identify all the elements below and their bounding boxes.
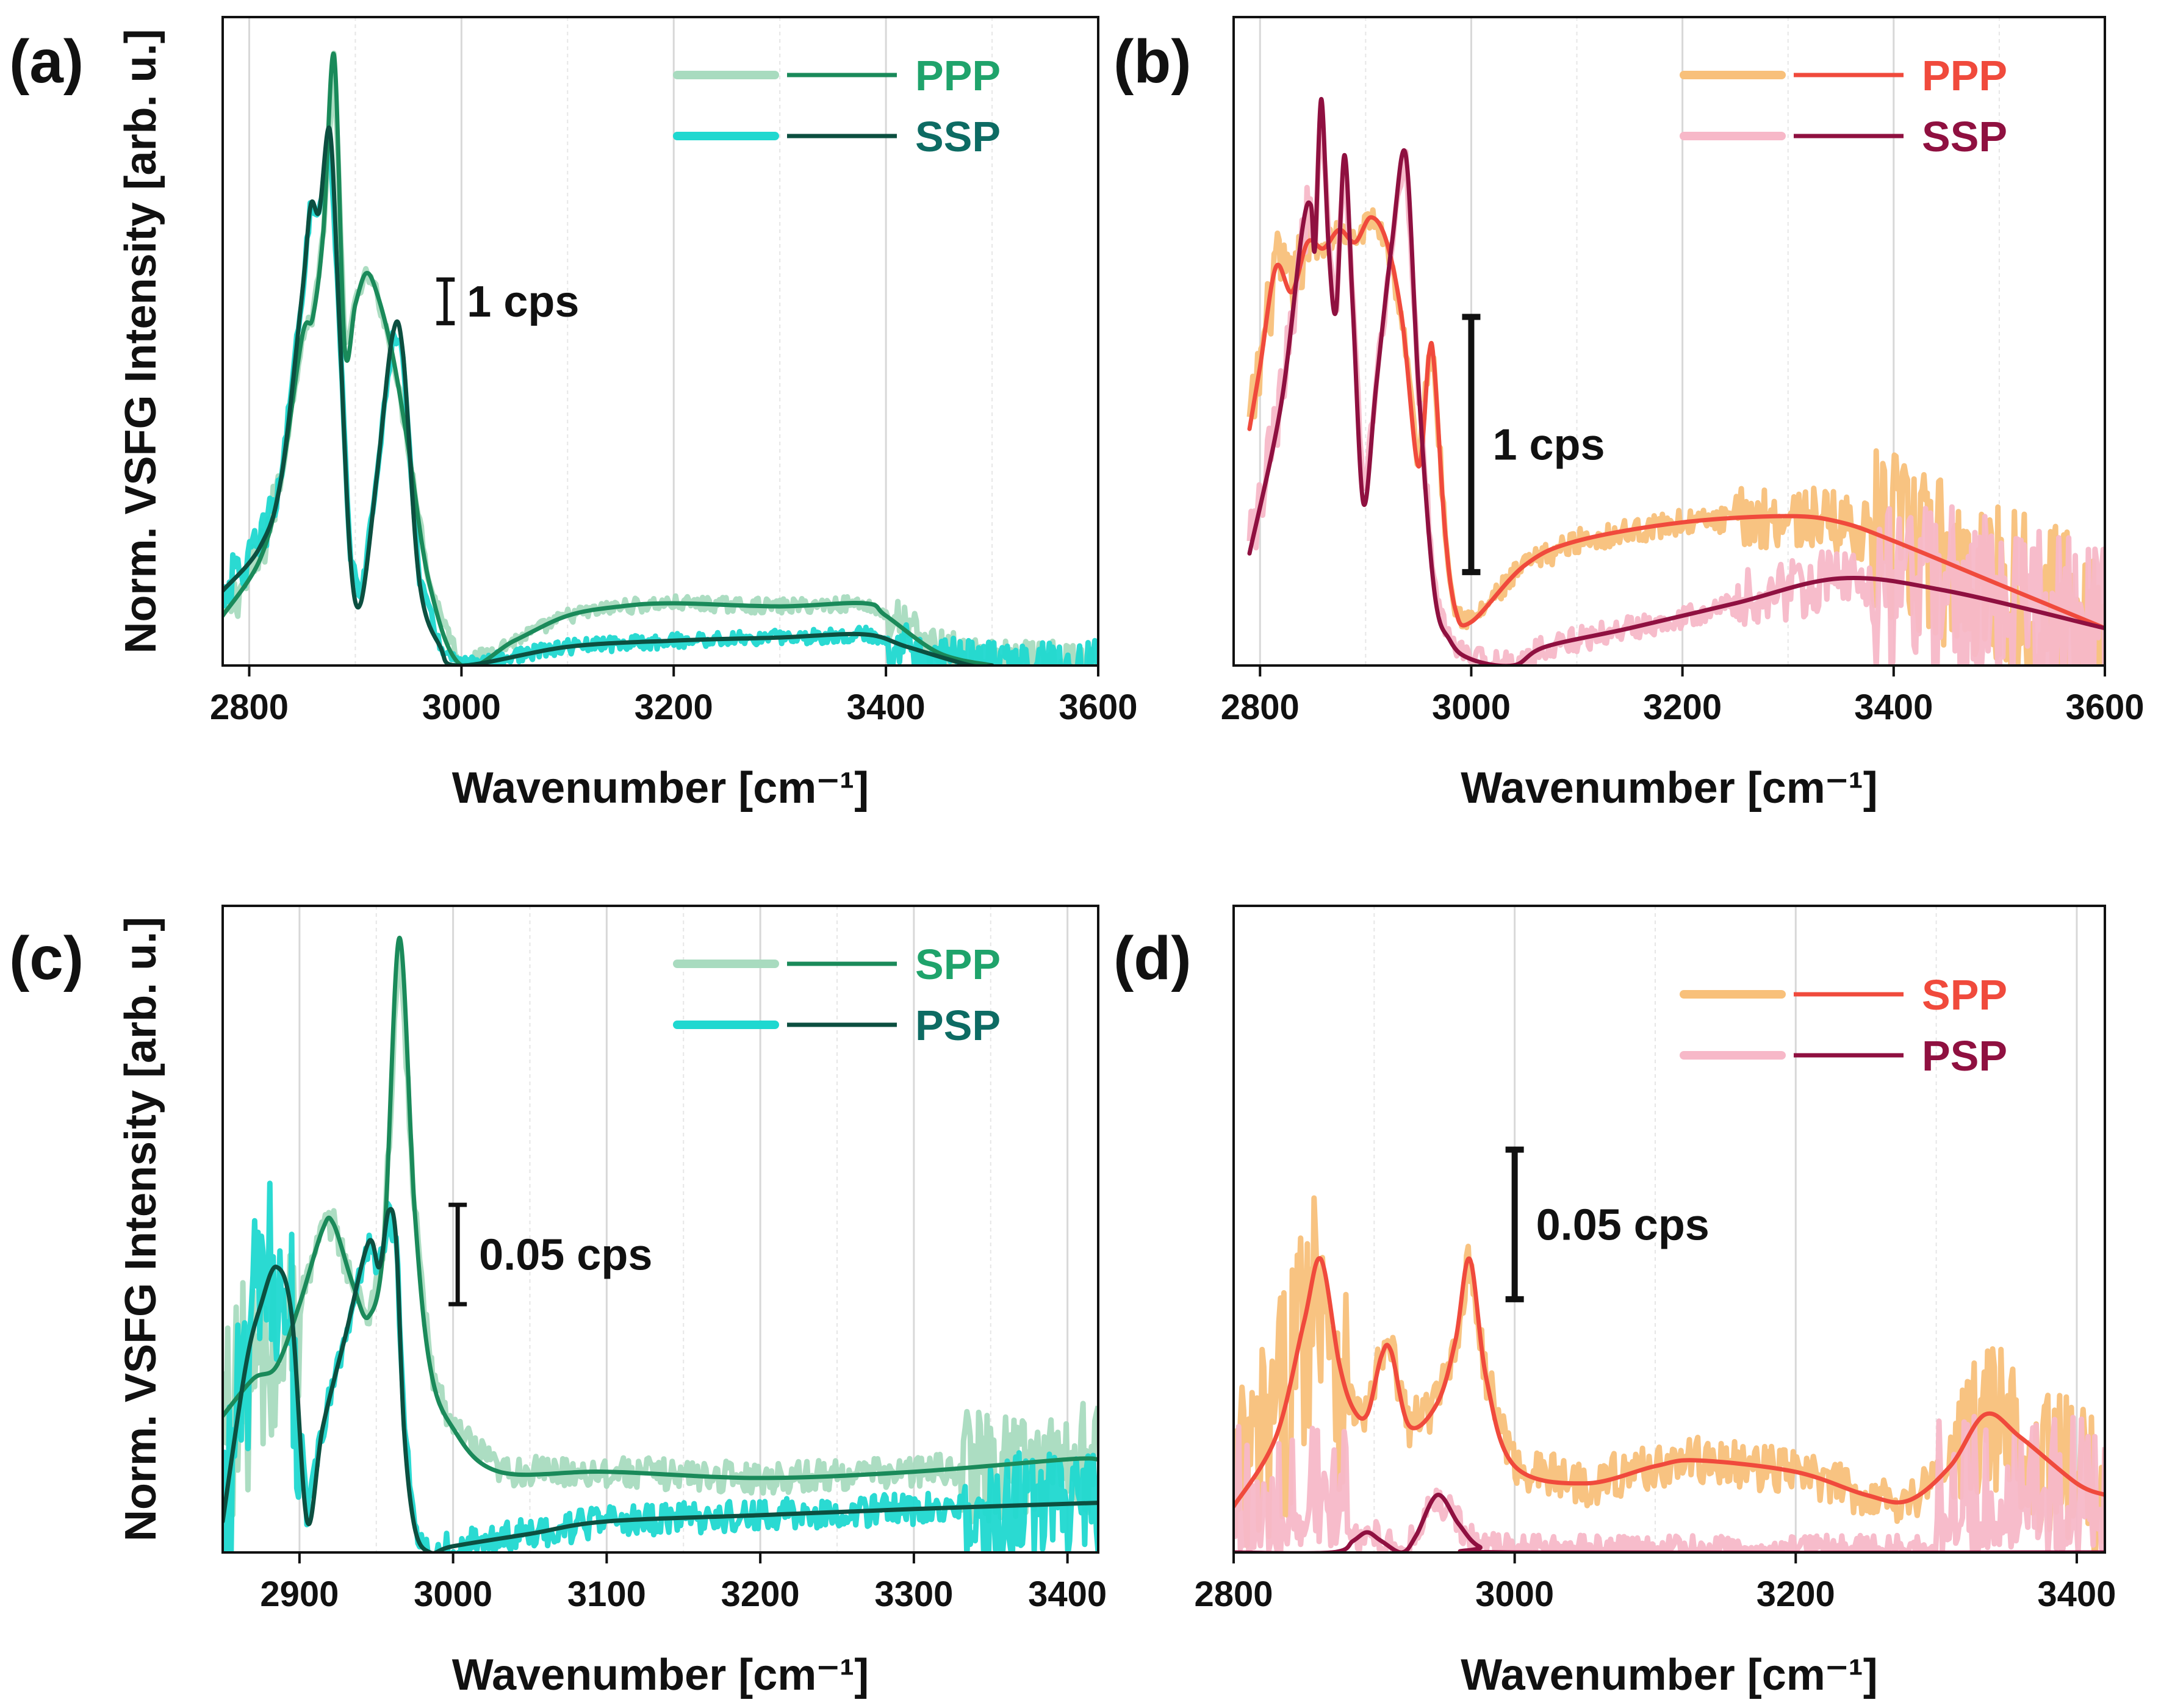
panel-label: (b)	[1113, 27, 1192, 96]
x-axis-title: Wavenumber [cm⁻¹]	[452, 1651, 869, 1699]
fit-line-ssp	[223, 125, 994, 666]
x-axis-title: Wavenumber [cm⁻¹]	[452, 764, 869, 813]
plot-frame	[221, 16, 1099, 667]
plot-area	[1234, 1195, 2105, 1552]
plot-frame	[221, 905, 1099, 1554]
panel-a: 2800 3000 3200 3400 3600 Wavenumber [cm⁻¹] Nor…	[9, 16, 1138, 813]
panel-label: (c)	[9, 924, 84, 992]
x-tick-label: 3300	[874, 1574, 953, 1614]
plot-frame	[1232, 16, 2106, 667]
x-tick-label: 3200	[635, 687, 713, 727]
scale-bar-label: 1 cps	[1492, 421, 1605, 470]
fit-line-spp	[223, 936, 1098, 1480]
legend-label-spp: SPP	[1922, 971, 2007, 1019]
panel-b: 2800 3000 3200 3400 3600 Wavenumber [cm⁻¹] (b)…	[1113, 16, 2145, 813]
plot-area	[223, 50, 1098, 666]
x-tick-label: 3000	[422, 687, 501, 727]
x-tick-label: 3400	[1028, 1574, 1107, 1614]
x-tick-label: 2800	[1221, 687, 1300, 727]
legend-label-ssp: SSP	[915, 113, 1001, 160]
x-tick-label: 2900	[260, 1574, 339, 1614]
scale-bar-label: 0.05 cps	[479, 1231, 652, 1280]
x-tick-label: 3400	[1854, 687, 1933, 727]
fit-line-ppp	[1247, 215, 2105, 631]
scale-bar-label: 1 cps	[467, 278, 579, 326]
x-tick-label: 3600	[2065, 687, 2144, 727]
y-axis-title: Norm. VSFG Intensity [arb. u.]	[117, 917, 165, 1541]
x-tick-label: 3400	[847, 687, 926, 727]
legend-label-ppp: PPP	[915, 52, 1001, 99]
x-tick-label: 3200	[721, 1574, 800, 1614]
legend-label-psp: PSP	[1922, 1032, 2007, 1080]
plot-area	[1246, 96, 2105, 666]
x-tick-label: 3100	[567, 1574, 646, 1614]
scale-bar-label: 0.05 cps	[1536, 1200, 1710, 1249]
panel-label: (d)	[1113, 924, 1192, 992]
fit-line-ssp	[1247, 96, 2105, 666]
legend-label-psp: PSP	[915, 1002, 1001, 1049]
x-tick-label: 3000	[1432, 687, 1511, 727]
fit-line-spp	[1234, 1256, 2105, 1509]
x-axis-title: Wavenumber [cm⁻¹]	[1461, 764, 1877, 813]
panel-d: 2800 3000 3200 3400 Wavenumber [cm⁻¹] (d) SPP P…	[1113, 905, 2116, 1699]
x-tick-label: 2800	[1194, 1574, 1273, 1614]
x-tick-label: 3600	[1059, 687, 1137, 727]
y-axis-title: Norm. VSFG Intensity [arb. u.]	[117, 29, 165, 653]
x-tick-label: 3000	[1475, 1574, 1554, 1614]
fit-line-psp	[223, 1207, 1098, 1552]
raw-trace-spp	[223, 942, 1098, 1524]
fit-line-ppp	[223, 51, 994, 666]
plot-frame	[1232, 905, 2106, 1554]
fit-line-psp	[1234, 1493, 2105, 1552]
raw-trace-spp	[1234, 1195, 2105, 1552]
plot-area	[223, 936, 1098, 1552]
x-tick-label: 3000	[414, 1574, 492, 1614]
x-tick-label: 3200	[1643, 687, 1722, 727]
legend-label-ssp: SSP	[1922, 113, 2007, 160]
x-tick-label: 2800	[210, 687, 289, 727]
panel-label: (a)	[9, 27, 84, 96]
legend-label-spp: SPP	[915, 941, 1001, 988]
x-axis-title: Wavenumber [cm⁻¹]	[1461, 1651, 1877, 1699]
panel-c: 2900 3000 3100 3200 3300 3400 Wavenumber [cm⁻¹…	[9, 905, 1107, 1699]
x-tick-label: 3400	[2037, 1574, 2116, 1614]
legend-label-ppp: PPP	[1922, 52, 2007, 99]
x-tick-label: 3200	[1756, 1574, 1835, 1614]
